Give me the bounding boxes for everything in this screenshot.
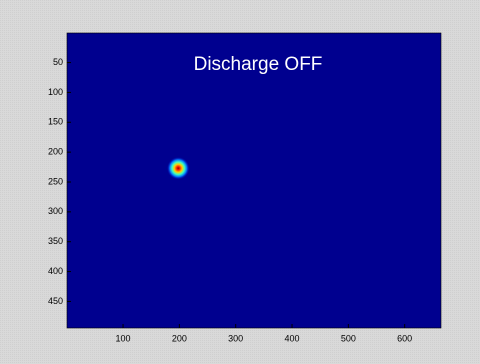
y-tick-label: 400 xyxy=(48,266,63,276)
y-tick-label: 100 xyxy=(48,87,63,97)
x-tick-label: 200 xyxy=(172,333,187,343)
y-tick-label: 300 xyxy=(48,206,63,216)
figure: 100 200 300 400 500 600 50 100 150 200 250 300 350 40… xyxy=(0,0,480,364)
y-tick-label: 150 xyxy=(48,117,63,127)
chart-title: Discharge OFF xyxy=(194,54,323,75)
y-tick-label: 250 xyxy=(48,176,63,186)
x-tick-label: 400 xyxy=(285,333,300,343)
x-tick-label: 100 xyxy=(116,333,131,343)
x-tick-label: 600 xyxy=(397,333,412,343)
y-tick-label: 350 xyxy=(48,236,63,246)
y-tick-label: 50 xyxy=(53,57,63,67)
beam-spot xyxy=(167,157,190,180)
y-tick-label: 450 xyxy=(48,296,63,306)
page: {"chart_data": {"type": "image", "title"… xyxy=(0,0,480,364)
y-tick-label: 200 xyxy=(48,147,63,157)
image-background xyxy=(67,33,441,328)
x-tick-label: 300 xyxy=(228,333,243,343)
x-tick-label: 500 xyxy=(341,333,356,343)
